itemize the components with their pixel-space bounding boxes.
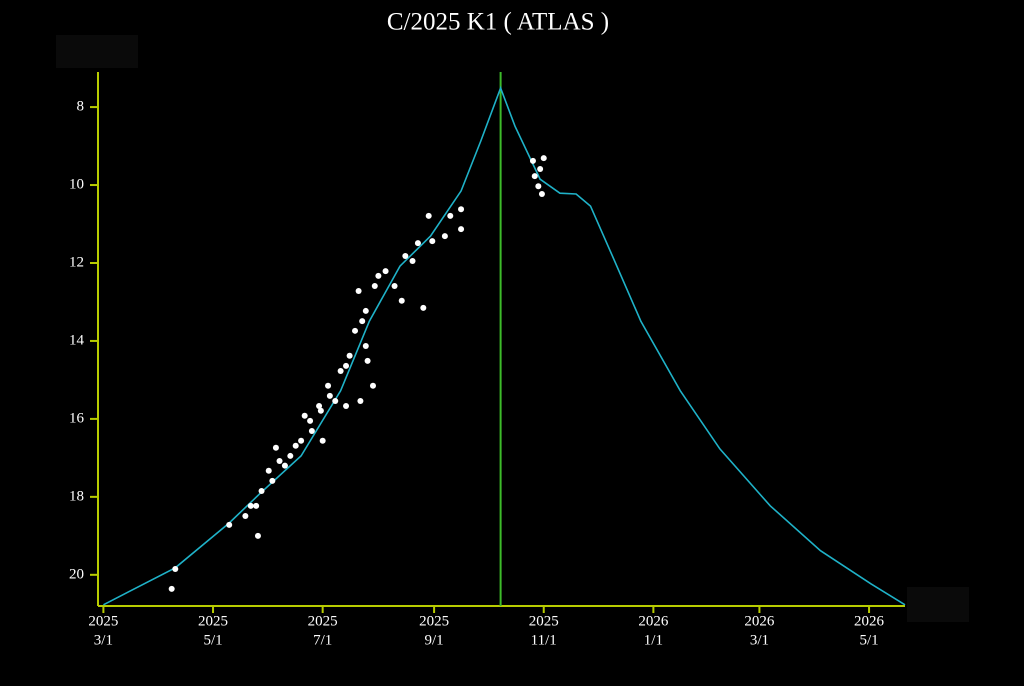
y-tick-label: 12 <box>69 254 84 270</box>
x-tick-label: 1/1 <box>644 632 663 648</box>
x-tick-label: 2026 <box>854 613 885 629</box>
observation <box>458 226 465 233</box>
observation <box>325 382 332 389</box>
x-tick-label: 5/1 <box>859 632 878 648</box>
y-tick-label: 8 <box>77 99 85 115</box>
y-tick-label: 18 <box>69 488 84 504</box>
observation <box>409 258 416 265</box>
observation <box>247 502 254 509</box>
x-tick-label: 2025 <box>308 613 338 629</box>
observation <box>172 565 179 572</box>
x-tick-label: 2025 <box>529 613 559 629</box>
observation <box>301 412 308 419</box>
observation <box>226 521 233 528</box>
x-tick-label: 7/1 <box>313 632 332 648</box>
observation <box>535 183 542 190</box>
observation <box>402 252 409 259</box>
observation <box>308 427 315 434</box>
observation <box>337 367 344 374</box>
x-tick-label: 2025 <box>419 613 449 629</box>
observation <box>375 272 382 279</box>
observation <box>276 458 283 465</box>
observation <box>364 357 371 364</box>
observation <box>529 157 536 164</box>
observation <box>447 212 454 219</box>
observation <box>258 488 265 495</box>
observation <box>391 282 398 289</box>
observation <box>281 462 288 469</box>
observation <box>362 343 369 350</box>
observation <box>317 407 324 414</box>
observation <box>362 307 369 314</box>
observation <box>357 397 364 404</box>
observation <box>429 238 436 245</box>
observation <box>343 403 350 410</box>
x-tick-label: 3/1 <box>94 632 113 648</box>
x-tick-label: 2025 <box>198 613 228 629</box>
x-tick-label: 2026 <box>744 613 775 629</box>
observation <box>371 282 378 289</box>
observation <box>326 392 333 399</box>
observation <box>319 437 326 444</box>
observation <box>292 442 299 449</box>
observation <box>355 288 362 295</box>
observation <box>343 362 350 369</box>
observation <box>369 382 376 389</box>
observation <box>420 304 427 311</box>
observation <box>254 532 261 539</box>
x-tick-label: 2025 <box>88 613 118 629</box>
observation <box>425 212 432 219</box>
observation <box>269 477 276 484</box>
observation <box>441 233 448 240</box>
observation <box>537 166 544 173</box>
observation <box>253 502 260 509</box>
light-curve <box>103 85 906 606</box>
observation <box>458 206 465 213</box>
x-tick-label: 11/1 <box>531 632 557 648</box>
x-tick-label: 3/1 <box>750 632 769 648</box>
observation <box>414 240 421 247</box>
observation <box>346 352 353 359</box>
observation <box>538 191 545 198</box>
y-tick-label: 14 <box>69 332 85 348</box>
observation <box>316 403 323 410</box>
observation <box>307 417 314 424</box>
chart-title: C/2025 K1 ( ATLAS ) <box>387 9 609 36</box>
observation <box>398 297 405 304</box>
y-tick-label: 20 <box>69 566 84 582</box>
observation <box>298 437 305 444</box>
observation <box>242 512 249 519</box>
observation <box>332 397 339 404</box>
observation <box>287 452 294 459</box>
observation <box>265 467 272 474</box>
y-tick-label: 16 <box>69 410 85 426</box>
x-tick-label: 5/1 <box>203 632 222 648</box>
x-tick-label: 9/1 <box>425 632 444 648</box>
observation <box>540 155 547 162</box>
observation <box>382 268 389 275</box>
masked-box <box>56 35 138 68</box>
observation <box>272 444 279 451</box>
masked-box <box>907 587 969 622</box>
x-tick-label: 2026 <box>638 613 669 629</box>
observation <box>168 585 175 592</box>
observation <box>359 318 366 325</box>
observation <box>531 173 538 180</box>
observation <box>352 327 359 334</box>
y-tick-label: 10 <box>69 176 84 192</box>
